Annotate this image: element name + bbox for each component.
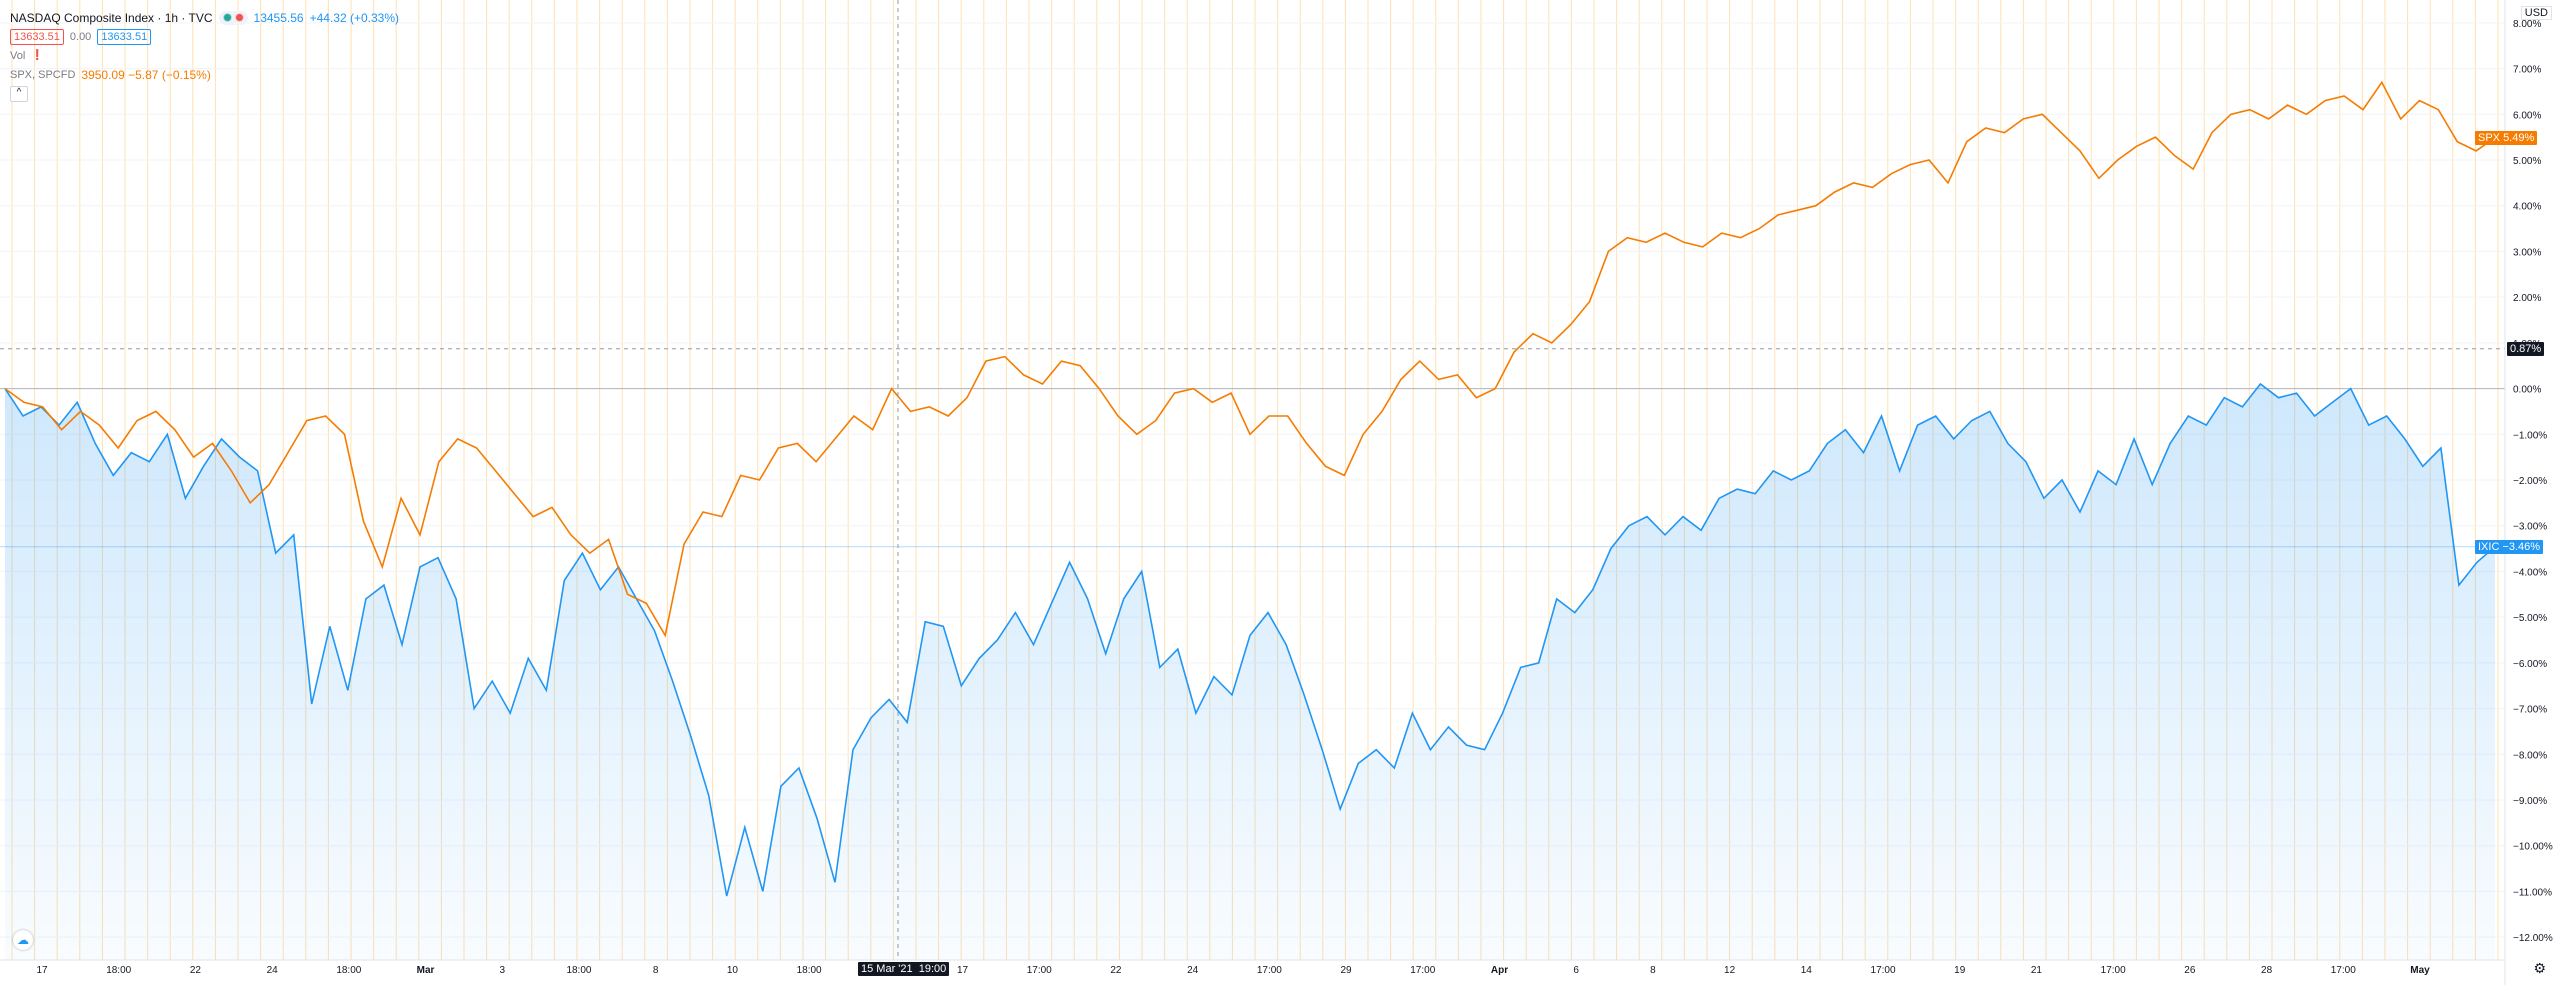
x-tick-label: 12 bbox=[1724, 965, 1736, 976]
series-lines bbox=[4, 80, 2496, 897]
ixic-last-tag: IXIC −3.46% bbox=[2475, 539, 2544, 554]
y-tick-label: 4.00% bbox=[2513, 202, 2541, 213]
y-tick-label: −7.00% bbox=[2513, 705, 2547, 716]
x-tick-label: 8 bbox=[653, 965, 659, 976]
crosshair-date-tag: 15 Mar '21 19:00 bbox=[858, 962, 950, 976]
x-tick-label: 14 bbox=[1801, 965, 1813, 976]
x-tick-label: 6 bbox=[1573, 965, 1579, 976]
x-tick-label: 8 bbox=[1650, 965, 1656, 976]
compare-value: 3950.09 −5.87 (−0.15%) bbox=[81, 67, 211, 82]
x-tick-label: 17:00 bbox=[2101, 965, 2126, 976]
last-price: 13455.56 bbox=[253, 10, 304, 25]
y-tick-label: −4.00% bbox=[2513, 567, 2547, 578]
y-tick-label: −8.00% bbox=[2513, 750, 2547, 761]
x-axis: 17 18:00 22 24 18:00 Mar 3 18:00 8 10 18:00 17 17:00… bbox=[0, 959, 2505, 976]
x-tick-label: 26 bbox=[2184, 965, 2196, 976]
collapse-legend-button[interactable]: ^ bbox=[10, 85, 28, 102]
x-tick-label: 28 bbox=[2261, 965, 2273, 976]
y-tick-label: 3.00% bbox=[2513, 247, 2541, 258]
x-tick-label: May bbox=[2410, 965, 2430, 976]
x-tick-label: 17:00 bbox=[1871, 965, 1896, 976]
warning-icon[interactable]: ❗ bbox=[31, 49, 44, 61]
x-tick-label: 22 bbox=[190, 965, 202, 976]
series-line-spx bbox=[4, 80, 2496, 638]
x-tick-label: 18:00 bbox=[106, 965, 131, 976]
status-dot-icon bbox=[234, 13, 244, 22]
x-tick-label: 18:00 bbox=[336, 965, 361, 976]
y-tick-label: −12.00% bbox=[2513, 933, 2553, 944]
y-tick-label: 2.00% bbox=[2513, 293, 2541, 304]
y-tick-label: 5.00% bbox=[2513, 156, 2541, 167]
currency-label[interactable]: USD bbox=[2520, 6, 2552, 20]
x-tick-label: 21 bbox=[2031, 965, 2043, 976]
volume-label[interactable]: Vol bbox=[10, 49, 26, 62]
x-tick-label: 24 bbox=[267, 965, 279, 976]
y-tick-label: −5.00% bbox=[2513, 613, 2547, 624]
x-tick-label: 22 bbox=[1110, 965, 1122, 976]
ixic-area-fill bbox=[5, 384, 2495, 960]
gear-icon[interactable]: ⚙ bbox=[2533, 960, 2546, 976]
x-tick-label: Apr bbox=[1491, 965, 1508, 976]
status-dot-icon bbox=[222, 13, 232, 22]
ask-price[interactable]: 13633.51 bbox=[97, 28, 152, 45]
crosshair-date: 15 Mar '21 bbox=[861, 963, 913, 975]
x-tick-label: 29 bbox=[1341, 965, 1353, 976]
symbol-title[interactable]: NASDAQ Composite Index · 1h · TVC bbox=[10, 10, 213, 25]
current-value-tag: 0.87% bbox=[2507, 341, 2545, 356]
compare-symbol[interactable]: SPX, SPCFD bbox=[10, 68, 76, 81]
y-axis: 8.00%7.00%6.00%5.00%4.00%3.00%2.00%1.00%… bbox=[2504, 0, 2553, 985]
spread-value: 0.00 bbox=[69, 30, 92, 43]
y-tick-label: −9.00% bbox=[2513, 796, 2547, 807]
crosshair-time: 19:00 bbox=[918, 963, 947, 975]
x-tick-label: 3 bbox=[499, 965, 505, 976]
y-tick-label: −11.00% bbox=[2513, 887, 2552, 898]
x-tick-label: 17:00 bbox=[1410, 965, 1435, 976]
y-tick-label: −1.00% bbox=[2513, 430, 2547, 441]
y-tick-label: −6.00% bbox=[2513, 659, 2547, 670]
y-tick-label: 6.00% bbox=[2513, 110, 2541, 121]
cloud-icon[interactable]: ☁ bbox=[13, 930, 33, 950]
x-tick-label: 17:00 bbox=[1027, 965, 1052, 976]
x-tick-label: 24 bbox=[1187, 965, 1199, 976]
x-tick-label: 18:00 bbox=[566, 965, 591, 976]
ixic-area bbox=[5, 384, 2495, 960]
x-tick-label: 17:00 bbox=[2331, 965, 2356, 976]
y-tick-label: 8.00% bbox=[2513, 19, 2541, 30]
x-tick-label: 10 bbox=[727, 965, 739, 976]
price-change: +44.32 (+0.33%) bbox=[309, 10, 399, 25]
legend: NASDAQ Composite Index · 1h · TVC 13455.… bbox=[10, 9, 399, 104]
x-tick-label: 17:00 bbox=[1257, 965, 1282, 976]
x-tick-label: Mar bbox=[417, 965, 435, 976]
x-tick-label: 18:00 bbox=[797, 965, 822, 976]
y-tick-label: −10.00% bbox=[2513, 842, 2553, 853]
spx-last-tag: SPX 5.49% bbox=[2475, 130, 2538, 145]
x-tick-label: 17 bbox=[36, 965, 48, 976]
series-line-ixic bbox=[4, 382, 2496, 897]
y-tick-label: 7.00% bbox=[2513, 65, 2541, 76]
y-tick-label: −3.00% bbox=[2513, 522, 2547, 533]
bid-price[interactable]: 13633.51 bbox=[10, 28, 64, 45]
y-tick-label: −2.00% bbox=[2513, 476, 2547, 487]
x-tick-label: 17 bbox=[957, 965, 969, 976]
market-status[interactable] bbox=[218, 10, 248, 25]
x-tick-label: 19 bbox=[1954, 965, 1966, 976]
y-tick-label: 0.00% bbox=[2513, 385, 2541, 396]
